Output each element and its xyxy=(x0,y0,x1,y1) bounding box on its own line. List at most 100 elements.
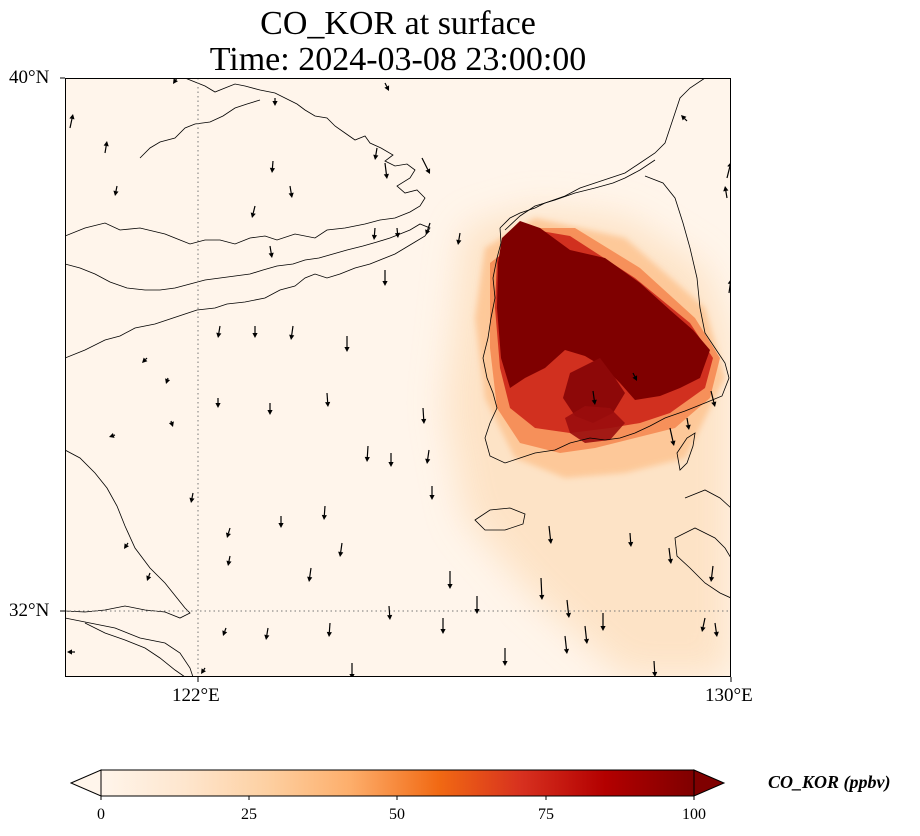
wind-arrow-shaft xyxy=(145,357,148,360)
wind-arrow-head xyxy=(272,101,278,106)
wind-arrow-head xyxy=(384,85,390,91)
colorbar-tick-label-100: 100 xyxy=(682,806,706,823)
wind-arrow-shaft xyxy=(224,627,227,632)
wind-arrow-shaft xyxy=(726,166,731,179)
wind-arrow-head xyxy=(103,141,109,147)
coastline-korea-west xyxy=(499,78,706,229)
wind-arrow-head xyxy=(685,424,691,430)
wind-arrow-shaft xyxy=(702,617,706,628)
wind-arrow-shaft xyxy=(375,147,378,156)
axis-ticks xyxy=(60,77,732,682)
wind-arrow-shaft xyxy=(668,547,671,560)
wind-arrow-shaft xyxy=(326,392,329,403)
colorbar-tick-label-75: 75 xyxy=(538,806,554,823)
wind-vectors xyxy=(67,78,731,677)
lon-tick-label-130: 130°E xyxy=(705,685,753,706)
wind-arrow-head xyxy=(67,649,72,655)
wind-arrow-head xyxy=(709,576,715,582)
wind-arrow-head xyxy=(670,440,676,446)
wind-arrow-shaft xyxy=(584,625,588,640)
wind-arrow-shaft xyxy=(227,527,231,534)
wind-arrow-head xyxy=(456,239,462,245)
coastline-japan-honshu xyxy=(684,489,731,509)
wind-arrow-shaft xyxy=(191,492,194,499)
wind-arrow-shaft xyxy=(566,599,570,614)
wind-arrow-head xyxy=(215,403,221,408)
wind-arrow-shaft xyxy=(384,162,387,175)
wind-arrow-shaft xyxy=(373,227,376,236)
wind-arrow-head xyxy=(474,609,480,614)
wind-arrow-shaft xyxy=(366,445,369,458)
wind-arrow-head xyxy=(146,575,152,581)
wind-arrow-shaft xyxy=(421,157,429,170)
wind-arrow-head xyxy=(124,543,129,549)
wind-arrow-head xyxy=(583,638,590,644)
wind-arrow-head xyxy=(387,614,393,620)
wind-arrow-shaft xyxy=(269,245,272,254)
wind-arrow-shaft xyxy=(384,82,388,87)
wind-arrow-head xyxy=(268,252,274,258)
wind-arrow-head xyxy=(547,538,554,544)
wind-arrow-shaft xyxy=(422,407,425,420)
wind-arrow-head xyxy=(628,541,634,547)
wind-arrow-shaft xyxy=(309,567,312,578)
wind-arrow-shaft xyxy=(548,525,552,540)
coastline-jeju-island xyxy=(474,507,526,531)
wind-arrow-shaft xyxy=(388,605,391,616)
coastline-hangzhou-bay xyxy=(84,622,186,677)
wind-arrow-shaft xyxy=(540,577,543,596)
wind-arrow-shaft xyxy=(271,160,274,169)
colorbar-tick-label-25: 25 xyxy=(241,806,257,823)
wind-arrow-head xyxy=(321,514,327,520)
map-time-subtitle: Time: 2024-03-08 23:00:00 xyxy=(209,41,587,78)
wind-arrow-shaft xyxy=(714,622,717,633)
wind-arrow-shaft xyxy=(340,542,343,553)
wind-arrow-head xyxy=(565,612,572,618)
wind-arrow-shaft xyxy=(69,118,73,129)
wind-arrow-head xyxy=(173,78,178,84)
wind-arrow-shaft xyxy=(427,449,430,460)
wind-arrow-shaft xyxy=(203,667,206,671)
wind-arrow-head xyxy=(289,334,295,340)
colorbar-tick-label-0: 0 xyxy=(97,806,105,823)
wind-arrow-shaft xyxy=(126,542,129,546)
wind-arrow-head xyxy=(539,594,545,600)
colorbar-gradient xyxy=(100,769,695,797)
wind-arrow-shaft xyxy=(218,325,221,334)
wind-arrow-head xyxy=(250,212,256,218)
wind-arrow-head xyxy=(165,378,171,384)
wind-arrow-head xyxy=(502,661,508,666)
wind-arrow-head xyxy=(113,190,119,196)
plume-core xyxy=(497,221,710,400)
wind-arrow-head xyxy=(388,462,394,467)
wind-arrow-head xyxy=(425,229,431,235)
colorbar-extend-min xyxy=(70,769,102,797)
wind-arrow-shaft xyxy=(710,390,715,403)
wind-arrow-shaft xyxy=(104,145,107,154)
wind-arrow-head xyxy=(382,281,388,286)
coastlines xyxy=(65,78,731,677)
lon-tick-label-122: 122°E xyxy=(172,685,220,706)
wind-arrow-head xyxy=(373,154,379,160)
coastline-kyushu xyxy=(674,527,731,599)
wind-arrow-shaft xyxy=(427,222,431,231)
wind-arrow-shaft xyxy=(629,532,632,543)
wind-arrow-shaft xyxy=(564,635,568,650)
wind-arrow-shaft xyxy=(669,427,674,442)
concentration-field xyxy=(445,208,731,677)
wind-arrow-head xyxy=(278,523,284,528)
wind-arrow-head xyxy=(383,173,389,179)
colorbar-tick-label-50: 50 xyxy=(389,806,405,823)
wind-arrow-head xyxy=(168,421,174,427)
wind-arrow-head xyxy=(69,114,75,120)
coastline-china-east xyxy=(65,449,191,619)
wind-arrow-head xyxy=(288,192,294,198)
wind-arrow-shaft xyxy=(684,118,688,122)
wind-arrow-head xyxy=(216,332,222,338)
wind-arrow-head xyxy=(325,401,331,407)
wind-arrow-head xyxy=(563,648,570,654)
wind-arrow-shaft xyxy=(686,417,689,426)
wind-arrow-head xyxy=(371,234,378,240)
wind-arrow-head xyxy=(222,630,228,636)
wind-arrow-shaft xyxy=(266,627,269,636)
